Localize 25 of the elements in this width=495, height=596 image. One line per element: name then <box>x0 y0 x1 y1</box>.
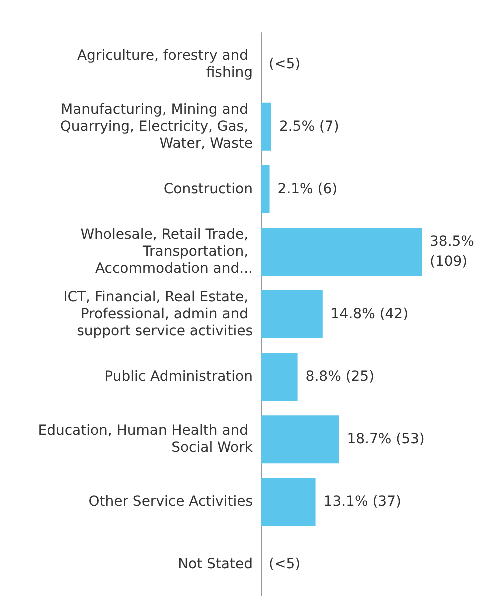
bar <box>261 228 422 276</box>
y-tick-label: ICT, Financial, Real Estate, Professional, admin and support service activities <box>64 290 253 340</box>
y-tick-label: Public Administration <box>104 369 253 386</box>
bar <box>261 416 340 464</box>
bar <box>261 353 298 402</box>
y-tick-label: Education, Human Health and Social Work <box>38 423 254 456</box>
data-label: 2.5% (7) <box>279 118 340 135</box>
y-tick-label: Manufacturing, Mining and Quarrying, Electricity, Gas, Water, Waste <box>60 102 253 152</box>
text: (<5) <box>269 56 301 72</box>
data-label: 18.7% (53) <box>347 432 425 448</box>
y-tick-label: Agriculture, forestry and fishing <box>77 48 253 81</box>
bar <box>261 478 316 526</box>
y-tick-label: Wholesale, Retail Trade, Transportation, Accommodation and... <box>80 226 253 277</box>
y-tick-label: Construction <box>164 181 253 198</box>
data-label: 14.8% (42) <box>330 306 409 322</box>
data-label: 8.8% (25) <box>306 369 375 386</box>
y-tick-label: Not Stated <box>178 556 253 573</box>
data-label: 38.5% (109) <box>430 234 479 270</box>
data-label: 13.1% (37) <box>324 494 402 510</box>
bar <box>261 165 270 214</box>
bar <box>261 290 323 338</box>
y-tick-label: Other Service Activities <box>88 494 253 510</box>
data-label: 2.1% (6) <box>278 181 338 198</box>
text: (<5) <box>269 556 301 573</box>
bar <box>261 102 272 151</box>
